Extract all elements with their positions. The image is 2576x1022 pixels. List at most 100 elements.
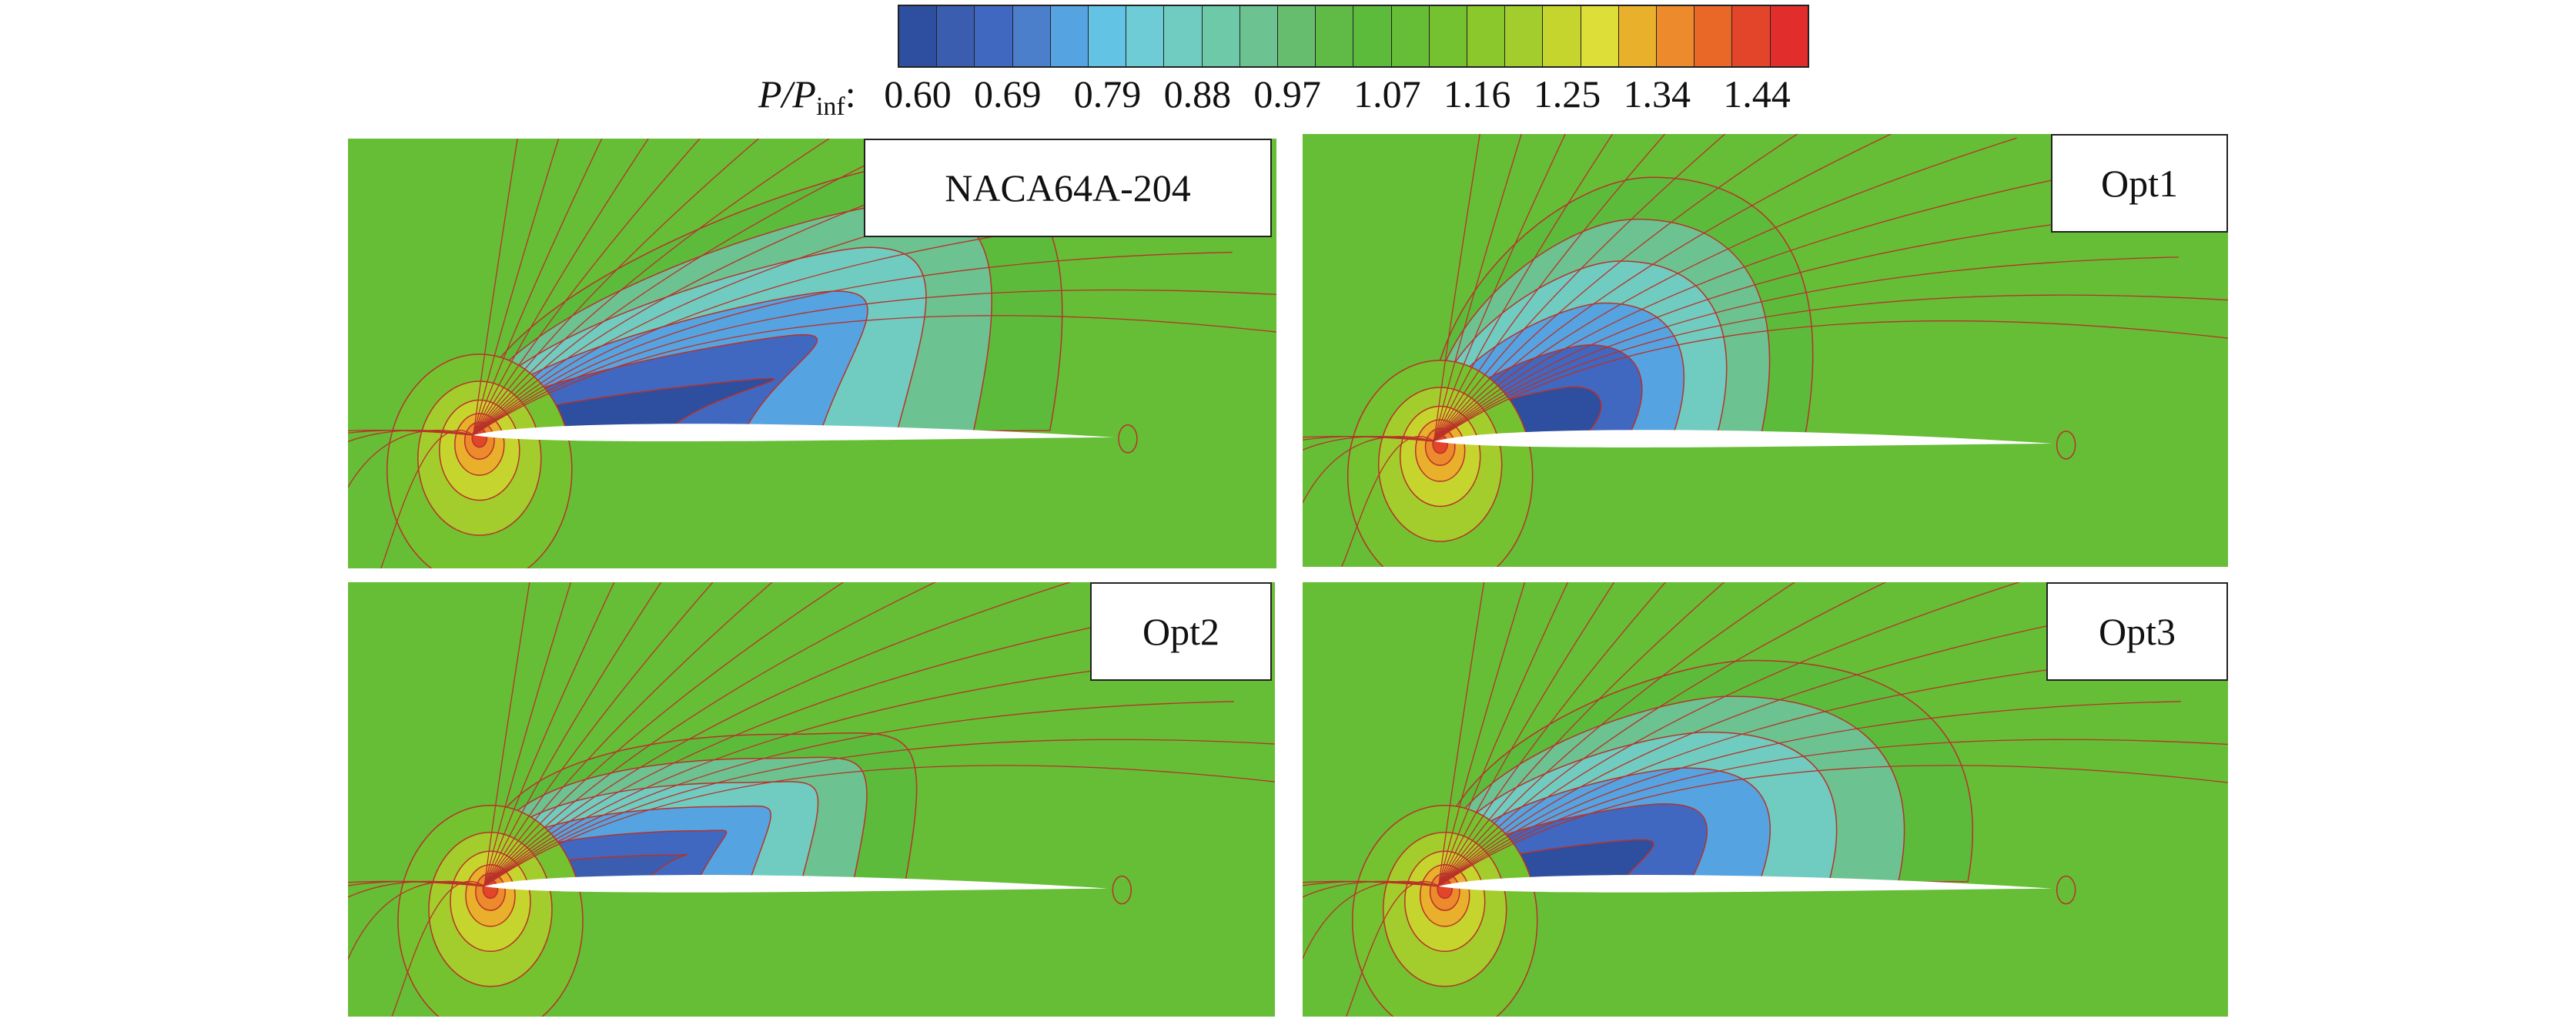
trailing-edge-contour [2056, 431, 2076, 460]
contour-line [483, 582, 937, 887]
contour-line [1434, 134, 1726, 442]
contour-line [473, 139, 560, 436]
colorbar-tick-label: 1.16 [1443, 72, 1511, 116]
contour-line [473, 139, 603, 436]
colorbar-swatch [1163, 6, 1202, 66]
contour-line [473, 315, 1276, 436]
contour-line [380, 430, 474, 568]
contour-line [348, 430, 473, 436]
colorbar-swatch [1467, 6, 1505, 66]
colorbar-tick-label: 0.60 [884, 72, 952, 116]
colorbar-swatch [1390, 6, 1429, 66]
contour-line [1434, 134, 1614, 442]
contour-panel-naca64a-204: NACA64A-204 [348, 139, 1276, 568]
contour-line [483, 582, 1072, 887]
contour-panel-opt3: Opt3 [1303, 582, 2228, 1017]
contour-line [473, 289, 1276, 436]
contour-line [348, 880, 485, 887]
contour-line [1438, 765, 2228, 887]
colorbar-tick-label: 1.34 [1623, 72, 1691, 116]
colorbar-swatch [1504, 6, 1543, 66]
colorbar-swatch [1428, 6, 1467, 66]
colorbar-swatch [1012, 6, 1050, 66]
colorbar-swatch [899, 6, 937, 66]
contour-line [1434, 134, 1666, 442]
colorbar-swatch [936, 6, 975, 66]
colorbar-swatch [1277, 6, 1316, 66]
airfoil-shape [1438, 875, 2052, 893]
contour-line [1438, 582, 2020, 887]
contour-line [1434, 134, 1798, 442]
colorbar-swatch [1353, 6, 1391, 66]
colorbar-variable-label: P/Pinf: [758, 72, 856, 121]
colorbar [898, 5, 1809, 68]
colorbar-swatch [1769, 6, 1808, 66]
contour-line [1303, 880, 1439, 887]
contour-line [483, 582, 615, 887]
panel-label: Opt2 [1090, 582, 1272, 681]
contour-line [483, 582, 530, 886]
airfoil-shape [473, 424, 1114, 442]
contour-line [1438, 701, 2181, 887]
contour-line [1434, 215, 2127, 442]
colorbar-tick-label: 1.25 [1533, 72, 1601, 116]
colorbar-swatch [1088, 6, 1126, 66]
contour-line [473, 139, 649, 436]
colorbar-swatch [1049, 6, 1089, 66]
contour-line [1438, 582, 1887, 887]
contour-line [1434, 175, 2073, 442]
colorbar-swatch [1239, 6, 1278, 66]
contour-line [483, 739, 1275, 887]
contour-line [1438, 619, 2076, 887]
contour-panel-opt2: Opt2 [348, 582, 1275, 1017]
colorbar-swatch [1580, 6, 1618, 66]
contour-line [1434, 134, 1892, 442]
contour-line [473, 139, 701, 436]
contour-line [483, 619, 1128, 887]
colorbar-tick-label: 1.44 [1723, 72, 1791, 116]
colorbar-tick-label: 0.97 [1253, 72, 1321, 116]
trailing-edge-contour [1112, 875, 1132, 905]
colorbar-tick-label: 0.69 [974, 72, 1042, 116]
colorbar-swatch [1201, 6, 1239, 66]
contour-line [1438, 582, 1485, 886]
panel-label: Opt3 [2046, 582, 2228, 681]
contour-line [1434, 294, 2228, 442]
panel-label: Opt1 [2051, 134, 2228, 233]
airfoil-shape [1434, 430, 2052, 448]
contour-line [483, 765, 1275, 887]
contour-line [1346, 880, 1440, 1017]
colorbar-swatch [974, 6, 1012, 66]
contour-line [1438, 582, 1796, 887]
colorbar-swatch [1656, 6, 1694, 66]
contour-line [1434, 134, 1566, 442]
contour-line [1438, 659, 2129, 887]
colorbar-tick-label: 0.88 [1163, 72, 1232, 116]
contour-line [483, 659, 1182, 887]
contour-line [1434, 134, 1522, 442]
colorbar-swatch [1126, 6, 1164, 66]
contour-line [473, 251, 1233, 436]
colorbar-tick-labels: 0.60 0.69 0.79 0.88 0.97 1.07 1.16 1.25 1.34 1.44 [878, 71, 1832, 117]
contour-line [483, 582, 572, 886]
contour-line [483, 582, 845, 887]
colorbar-swatch [1731, 6, 1770, 66]
contour-line [483, 701, 1234, 887]
colorbar-swatch [1618, 6, 1657, 66]
trailing-edge-contour [2056, 875, 2076, 905]
contour-line [1438, 582, 1615, 887]
contour-line [483, 582, 714, 887]
contour-line [1438, 582, 1667, 887]
contour-line [1303, 436, 1434, 442]
contour-line [391, 880, 485, 1017]
contour-line [1438, 739, 2228, 887]
contour-line [473, 139, 831, 436]
contour-line [1438, 582, 1526, 886]
contour-line [1434, 320, 2228, 442]
contour-line [483, 582, 773, 887]
contour-line [1434, 134, 1480, 442]
contour-line [1438, 582, 1725, 887]
contour-line [1434, 256, 2179, 442]
colorbar-tick-label: 1.07 [1353, 72, 1421, 116]
panel-label: NACA64A-204 [864, 139, 1272, 237]
